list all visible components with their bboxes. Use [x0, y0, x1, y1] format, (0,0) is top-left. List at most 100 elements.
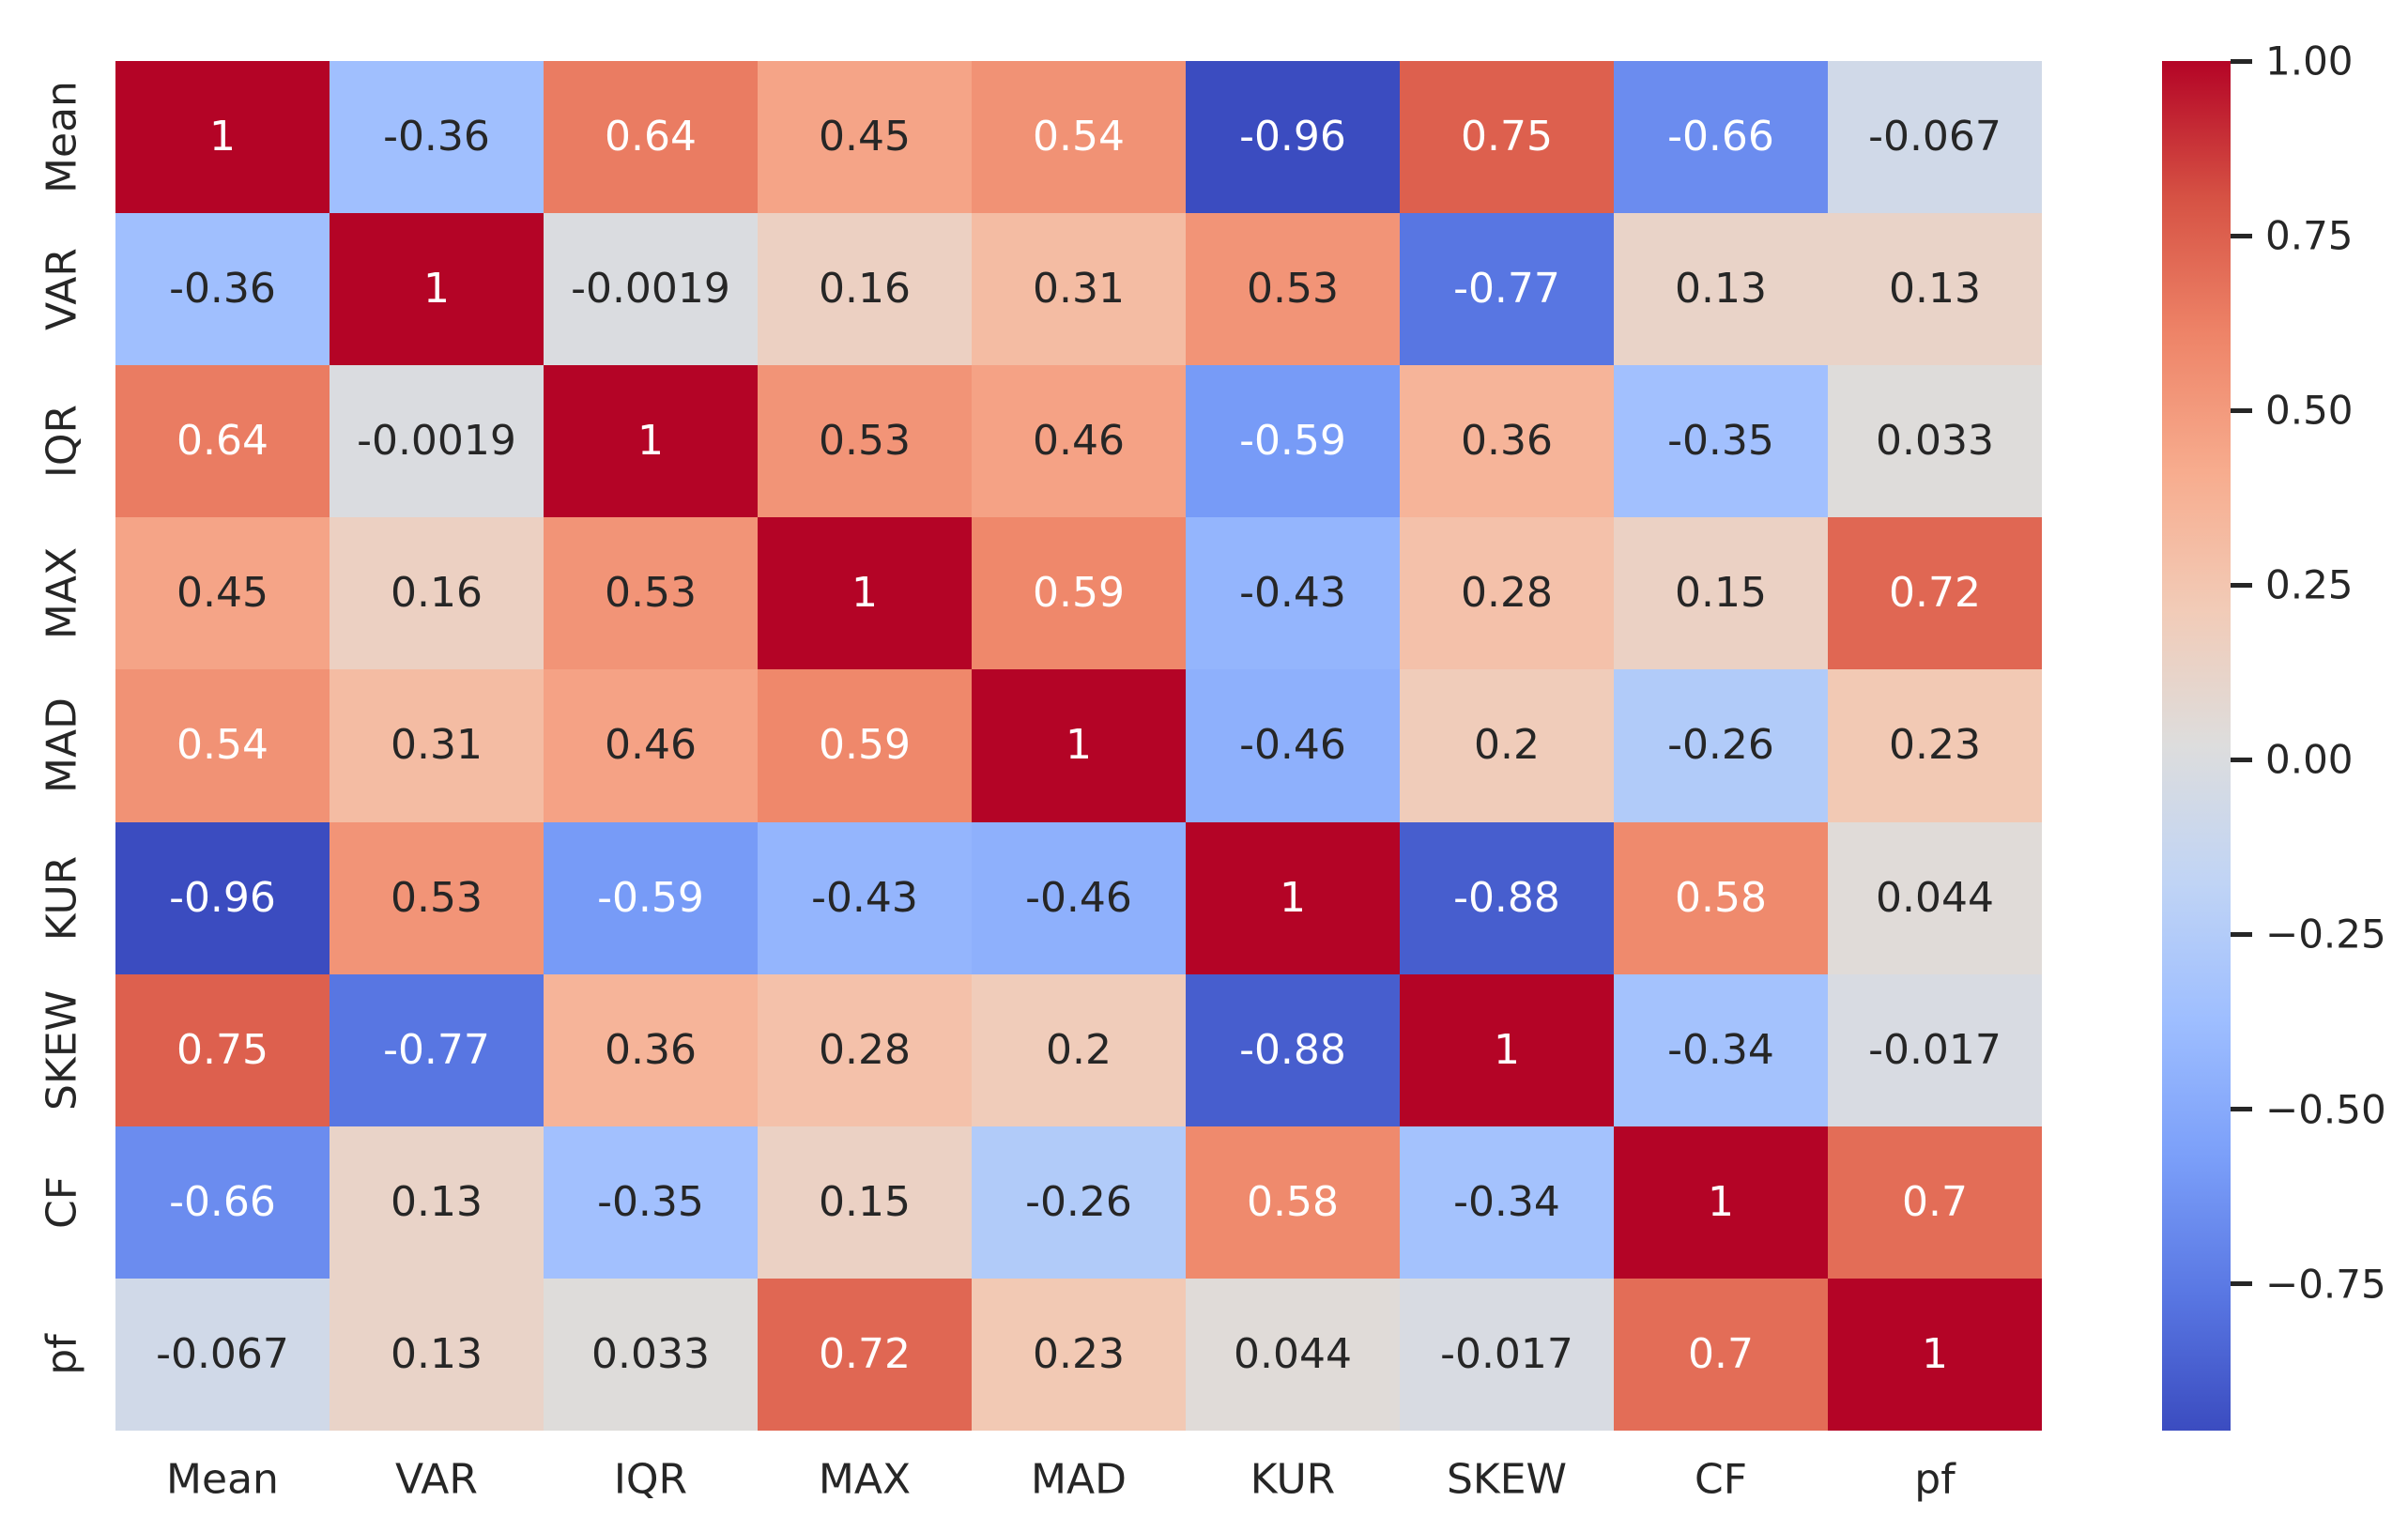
heatmap-cell-VAR-MAD: 0.31 — [972, 213, 1186, 366]
heatmap-cell-MAX-CF: 0.15 — [1614, 517, 1828, 670]
colorbar-tick-label-0.50: 0.50 — [2265, 387, 2354, 434]
heatmap-cell-MAX-MAX: 1 — [758, 517, 972, 670]
x-tick-label-pf: pf — [1914, 1455, 1956, 1504]
heatmap-cell-pf-VAR: 0.13 — [330, 1278, 544, 1431]
heatmap-cell-Mean-Mean: 1 — [115, 61, 330, 214]
heatmap-cell-KUR-SKEW: -0.88 — [1400, 821, 1614, 974]
heatmap-cell-MAX-SKEW: 0.28 — [1400, 517, 1614, 670]
heatmap-cell-IQR-KUR: -0.59 — [1186, 365, 1400, 518]
heatmap-cell-VAR-SKEW: -0.77 — [1400, 213, 1614, 366]
heatmap-cell-CF-VAR: 0.13 — [330, 1126, 544, 1279]
x-tick-label-CF: CF — [1694, 1455, 1748, 1504]
heatmap-cell-VAR-Mean: -0.36 — [115, 213, 330, 366]
heatmap-cell-SKEW-pf: -0.017 — [1828, 973, 2042, 1126]
y-tick-label-pf: pf — [38, 1334, 86, 1375]
colorbar-tick-mark-1.00 — [2231, 59, 2252, 64]
heatmap-cell-Mean-MAD: 0.54 — [972, 61, 1186, 214]
heatmap-cell-MAD-VAR: 0.31 — [330, 669, 544, 822]
heatmap-cell-MAX-KUR: -0.43 — [1186, 517, 1400, 670]
y-tick-label-SKEW: SKEW — [38, 989, 86, 1111]
heatmap-cell-MAD-SKEW: 0.2 — [1400, 669, 1614, 822]
colorbar-tick-label-−0.25: −0.25 — [2265, 911, 2386, 958]
colorbar-tick-label-−0.50: −0.50 — [2265, 1086, 2386, 1133]
heatmap-cell-SKEW-SKEW: 1 — [1400, 973, 1614, 1126]
x-tick-label-SKEW: SKEW — [1446, 1455, 1568, 1504]
heatmap-cell-Mean-SKEW: 0.75 — [1400, 61, 1614, 214]
heatmap-cell-Mean-IQR: 0.64 — [544, 61, 758, 214]
heatmap-cell-Mean-CF: -0.66 — [1614, 61, 1828, 214]
y-tick-label-VAR: VAR — [38, 248, 86, 330]
heatmap-cell-KUR-IQR: -0.59 — [544, 821, 758, 974]
y-tick-label-KUR: KUR — [38, 855, 86, 942]
heatmap-cell-IQR-pf: 0.033 — [1828, 365, 2042, 518]
heatmap-cell-MAX-VAR: 0.16 — [330, 517, 544, 670]
heatmap-cell-MAD-Mean: 0.54 — [115, 669, 330, 822]
heatmap-cell-pf-MAD: 0.23 — [972, 1278, 1186, 1431]
heatmap-cell-pf-KUR: 0.044 — [1186, 1278, 1400, 1431]
heatmap-cell-CF-KUR: 0.58 — [1186, 1126, 1400, 1279]
colorbar-tick-mark-0.50 — [2231, 408, 2252, 413]
heatmap-cell-CF-MAX: 0.15 — [758, 1126, 972, 1279]
heatmap-cell-CF-Mean: -0.66 — [115, 1126, 330, 1279]
heatmap-cell-Mean-MAX: 0.45 — [758, 61, 972, 214]
heatmap-cell-SKEW-MAX: 0.28 — [758, 973, 972, 1126]
heatmap-cell-pf-pf: 1 — [1828, 1278, 2042, 1431]
heatmap-cell-VAR-CF: 0.13 — [1614, 213, 1828, 366]
x-tick-label-IQR: IQR — [613, 1455, 688, 1504]
heatmap-cell-KUR-pf: 0.044 — [1828, 821, 2042, 974]
heatmap-cell-Mean-VAR: -0.36 — [330, 61, 544, 214]
colorbar-tick-label-−0.75: −0.75 — [2265, 1261, 2386, 1308]
heatmap-cell-KUR-Mean: -0.96 — [115, 821, 330, 974]
x-tick-label-KUR: KUR — [1250, 1455, 1336, 1504]
heatmap-cell-MAD-MAX: 0.59 — [758, 669, 972, 822]
heatmap-cell-VAR-pf: 0.13 — [1828, 213, 2042, 366]
y-tick-label-Mean: Mean — [38, 81, 86, 193]
heatmap-cell-KUR-VAR: 0.53 — [330, 821, 544, 974]
colorbar-tick-mark-−0.25 — [2231, 932, 2252, 937]
heatmap-cell-IQR-MAX: 0.53 — [758, 365, 972, 518]
heatmap-cell-MAD-pf: 0.23 — [1828, 669, 2042, 822]
heatmap-cell-SKEW-KUR: -0.88 — [1186, 973, 1400, 1126]
colorbar-gradient — [2162, 61, 2231, 1431]
heatmap-cell-MAD-MAD: 1 — [972, 669, 1186, 822]
colorbar-tick-label-0.75: 0.75 — [2265, 212, 2354, 259]
colorbar-tick-mark-−0.50 — [2231, 1107, 2252, 1111]
x-tick-label-MAX: MAX — [818, 1455, 912, 1504]
heatmap-cell-IQR-MAD: 0.46 — [972, 365, 1186, 518]
heatmap-cell-MAX-MAD: 0.59 — [972, 517, 1186, 670]
heatmap-cell-SKEW-CF: -0.34 — [1614, 973, 1828, 1126]
y-tick-label-IQR: IQR — [38, 404, 86, 479]
heatmap-cell-SKEW-VAR: -0.77 — [330, 973, 544, 1126]
heatmap-plot-area: 1 -0.36 0.64 0.45 0.54 -0.96 0.75 -0.66 -0.067 -0… — [115, 61, 2042, 1431]
heatmap-cell-IQR-Mean: 0.64 — [115, 365, 330, 518]
heatmap-cell-CF-MAD: -0.26 — [972, 1126, 1186, 1279]
heatmap-cell-IQR-CF: -0.35 — [1614, 365, 1828, 518]
heatmap-cell-KUR-CF: 0.58 — [1614, 821, 1828, 974]
heatmap-cell-SKEW-MAD: 0.2 — [972, 973, 1186, 1126]
x-tick-label-MAD: MAD — [1031, 1455, 1127, 1504]
heatmap-cell-Mean-pf: -0.067 — [1828, 61, 2042, 214]
y-tick-label-CF: CF — [38, 1175, 86, 1230]
heatmap-cell-CF-SKEW: -0.34 — [1400, 1126, 1614, 1279]
colorbar-tick-mark-−0.75 — [2231, 1281, 2252, 1286]
heatmap-cell-KUR-MAX: -0.43 — [758, 821, 972, 974]
heatmap-cell-KUR-MAD: -0.46 — [972, 821, 1186, 974]
heatmap-cell-CF-IQR: -0.35 — [544, 1126, 758, 1279]
x-tick-label-VAR: VAR — [395, 1455, 478, 1504]
heatmap-cell-pf-MAX: 0.72 — [758, 1278, 972, 1431]
heatmap-cell-VAR-VAR: 1 — [330, 213, 544, 366]
heatmap-cell-VAR-KUR: 0.53 — [1186, 213, 1400, 366]
colorbar-tick-mark-0.25 — [2231, 583, 2252, 588]
x-tick-label-Mean: Mean — [166, 1455, 279, 1504]
heatmap-cell-pf-IQR: 0.033 — [544, 1278, 758, 1431]
heatmap-cell-IQR-IQR: 1 — [544, 365, 758, 518]
heatmap-cell-pf-CF: 0.7 — [1614, 1278, 1828, 1431]
heatmap-cell-CF-CF: 1 — [1614, 1126, 1828, 1279]
heatmap-cell-CF-pf: 0.7 — [1828, 1126, 2042, 1279]
heatmap-cell-VAR-IQR: -0.0019 — [544, 213, 758, 366]
heatmap-cell-IQR-VAR: -0.0019 — [330, 365, 544, 518]
heatmap-cell-MAD-KUR: -0.46 — [1186, 669, 1400, 822]
heatmap-cell-IQR-SKEW: 0.36 — [1400, 365, 1614, 518]
heatmap-cell-MAX-Mean: 0.45 — [115, 517, 330, 670]
